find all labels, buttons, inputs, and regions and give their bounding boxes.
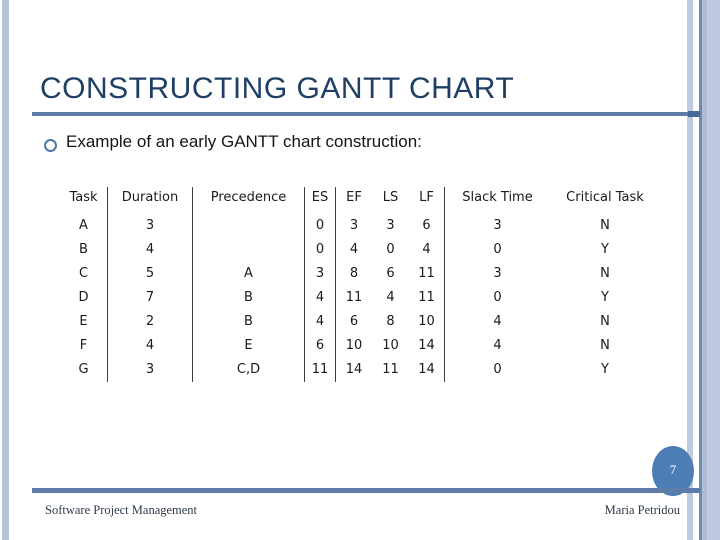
table-cell: N: [600, 266, 610, 281]
left-border-stripe: [2, 0, 9, 540]
column-header-es: ES: [305, 187, 336, 214]
table-cell: 8: [386, 314, 395, 329]
table-cell: 0: [305, 214, 336, 238]
table-cell: N: [600, 338, 610, 353]
table-cell: Y: [601, 290, 609, 305]
table-cell: 0: [493, 362, 502, 377]
table-cell: E: [193, 334, 305, 358]
table-cell: 4: [386, 290, 395, 305]
column-header-lf: LF: [409, 187, 445, 214]
table-cell: [193, 214, 305, 238]
slide-title: CONSTRUCTING GANTT CHART: [40, 72, 515, 105]
table-cell: 4: [305, 286, 336, 310]
right-border-stripe-line: [699, 0, 702, 540]
right-border-stripe-mid: [702, 0, 707, 540]
page-number-badge: 7: [652, 446, 694, 496]
title-underline: [32, 112, 688, 116]
table-cell: F: [60, 334, 108, 358]
footer-course-title: Software Project Management: [45, 503, 198, 517]
table-cell: 8: [349, 266, 359, 281]
table-cell: 0: [305, 238, 336, 262]
table-cell: B: [193, 310, 305, 334]
table-cell: 3: [108, 358, 193, 382]
table-cell: A: [193, 262, 305, 286]
title-underline-endcap: [688, 111, 700, 117]
table-cell: 6: [386, 266, 395, 281]
table-cell: Y: [601, 242, 609, 257]
right-border-stripe-outer: [687, 0, 693, 540]
table-cell: 11: [345, 290, 363, 305]
table-cell: N: [600, 218, 610, 233]
table-cell: 4: [493, 338, 502, 353]
table-cell: 14: [409, 334, 445, 358]
footer-author: Maria Petridou: [604, 503, 680, 517]
table-cell: N: [600, 314, 610, 329]
gantt-table: Task Duration Precedence ES EF LS LF Slack Time…: [60, 187, 660, 382]
table-cell: 4: [349, 242, 359, 257]
table-cell: 4: [108, 334, 193, 358]
table-cell: 6: [305, 334, 336, 358]
table-cell: 10: [345, 338, 363, 353]
table-cell: 4: [108, 238, 193, 262]
table-cell: 11: [382, 362, 399, 377]
table-cell: 3: [305, 262, 336, 286]
table-cell: 2: [108, 310, 193, 334]
table-cell: 3: [493, 218, 502, 233]
table-cell: [193, 238, 305, 262]
table-cell: 5: [108, 262, 193, 286]
table-cell: G: [60, 358, 108, 382]
table-cell: 14: [345, 362, 363, 377]
bullet-icon: [44, 139, 57, 152]
table-cell: C: [60, 262, 108, 286]
table-cell: B: [60, 238, 108, 262]
table-cell: 4: [409, 238, 445, 262]
table-cell: 6: [409, 214, 445, 238]
table-cell: 4: [305, 310, 336, 334]
table-cell: Y: [601, 362, 609, 377]
table-cell: E: [60, 310, 108, 334]
table-cell: 11: [409, 262, 445, 286]
table-cell: 0: [386, 242, 395, 257]
column-header-ef: EF: [346, 190, 362, 205]
table-cell: C,D: [193, 358, 305, 382]
table-cell: 3: [349, 218, 359, 233]
table-cell: 10: [382, 338, 399, 353]
table-cell: 0: [493, 290, 502, 305]
right-border-stripe-edge: [707, 0, 720, 540]
bullet-text: Example of an early GANTT chart construc…: [66, 132, 422, 151]
table-cell: 4: [493, 314, 502, 329]
column-header-duration: Duration: [108, 187, 193, 214]
table-cell: 11: [305, 358, 336, 382]
column-header-critical-task: Critical Task: [566, 190, 644, 205]
table-cell: A: [60, 214, 108, 238]
column-header-slack-time: Slack Time: [462, 190, 533, 205]
table-cell: 0: [493, 242, 502, 257]
table-cell: 7: [108, 286, 193, 310]
table-cell: D: [60, 286, 108, 310]
table-cell: 10: [409, 310, 445, 334]
table-cell: B: [193, 286, 305, 310]
table-cell: 3: [386, 218, 395, 233]
table-cell: 6: [349, 314, 359, 329]
table-cell: 3: [108, 214, 193, 238]
column-header-ls: LS: [382, 190, 399, 205]
table-cell: 3: [493, 266, 502, 281]
column-header-precedence: Precedence: [193, 187, 305, 214]
table-cell: 14: [409, 358, 445, 382]
footer-line: [32, 488, 700, 493]
column-header-task: Task: [60, 187, 108, 214]
table-cell: 11: [409, 286, 445, 310]
